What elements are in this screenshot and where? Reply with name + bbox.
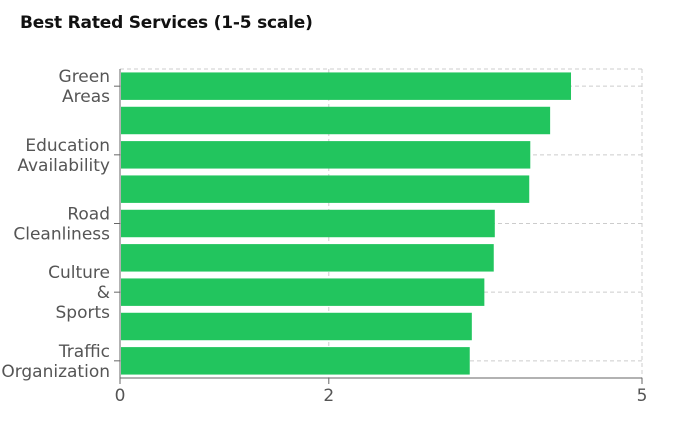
y-category-label-line: Education bbox=[25, 136, 110, 156]
y-category-label-line: Road bbox=[67, 205, 110, 225]
bar-1 bbox=[121, 106, 551, 135]
y-category-label-line: Organization bbox=[1, 362, 110, 382]
x-tick-label-1: 2 bbox=[323, 386, 334, 406]
y-category-label-8: Traffic Organization bbox=[1, 342, 110, 382]
chart-title: Best Rated Services (1-5 scale) bbox=[20, 13, 313, 33]
bars bbox=[121, 72, 572, 375]
y-category-label-line: Areas bbox=[62, 87, 110, 107]
y-category-label-line: Cleanliness bbox=[13, 225, 110, 245]
y-category-label-line: Green bbox=[59, 67, 110, 87]
y-category-label-line: Sports bbox=[56, 303, 111, 323]
y-axis-labels: Green Areas Education Availability Road Clean… bbox=[1, 67, 120, 382]
y-category-label-line: Culture bbox=[48, 263, 110, 283]
bar-2 bbox=[121, 141, 531, 169]
y-category-label-0: Green Areas bbox=[59, 67, 111, 107]
bar-8 bbox=[121, 347, 470, 375]
bar-3 bbox=[121, 175, 530, 203]
bar-0 bbox=[121, 72, 572, 100]
y-category-label-4: Road Cleanliness bbox=[13, 205, 110, 245]
y-category-label-2: Education Availability bbox=[17, 136, 110, 176]
bar-6 bbox=[121, 278, 485, 306]
y-category-label-6: Culture & Sports bbox=[48, 263, 110, 323]
x-tick-label-0: 0 bbox=[115, 386, 126, 406]
y-category-label-line: Traffic bbox=[58, 342, 110, 362]
bar-5 bbox=[121, 244, 494, 272]
x-tick-label-2: 5 bbox=[637, 386, 648, 406]
bar-4 bbox=[121, 209, 495, 238]
y-category-label-line: Availability bbox=[17, 156, 110, 176]
bar-7 bbox=[121, 312, 472, 341]
x-axis-ticks: 0 2 5 bbox=[115, 378, 648, 406]
y-category-label-line: & bbox=[97, 283, 110, 303]
